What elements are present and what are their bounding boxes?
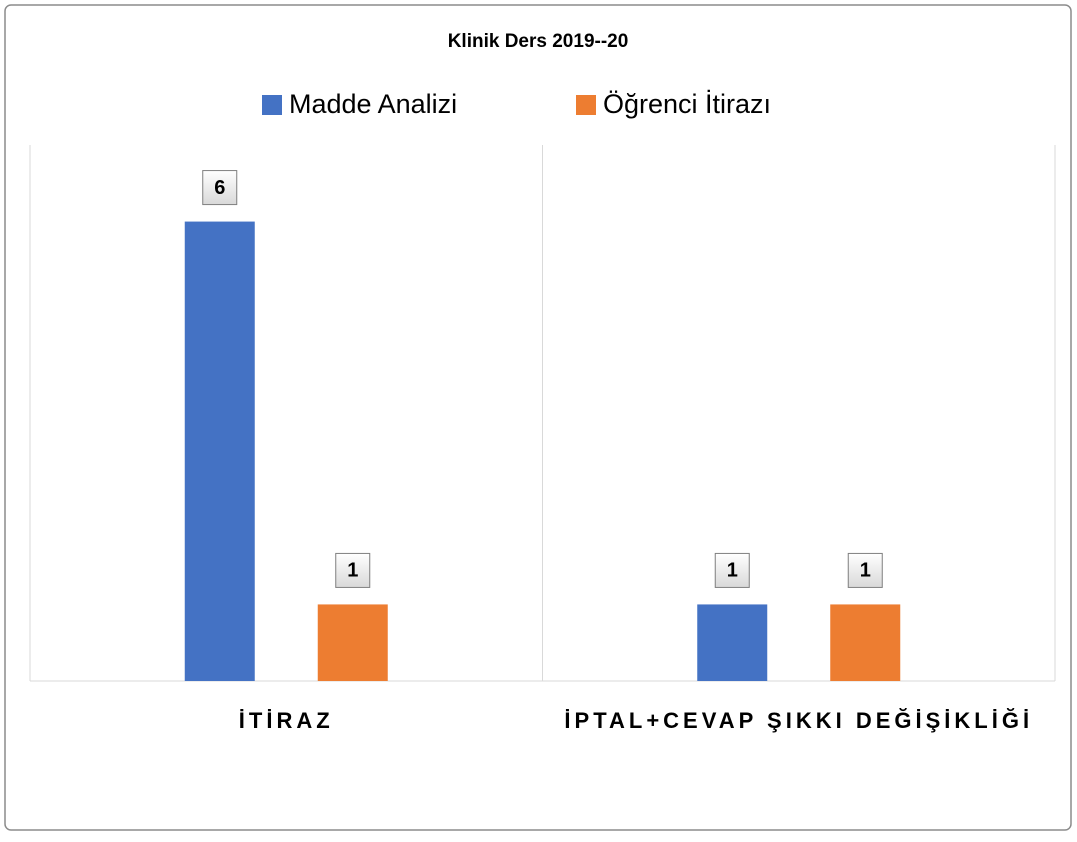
x-tick-label: İPTAL+CEVAP ŞIKKI DEĞİŞİKLİĞİ bbox=[564, 708, 1033, 733]
bar bbox=[184, 221, 255, 682]
data-label: 1 bbox=[727, 560, 738, 582]
data-label: 1 bbox=[347, 560, 358, 582]
legend-swatch bbox=[262, 95, 282, 115]
bar bbox=[317, 604, 388, 681]
legend-swatch bbox=[576, 95, 596, 115]
data-label-box bbox=[847, 552, 883, 588]
data-label-box bbox=[714, 552, 750, 588]
legend-label: Madde Analizi bbox=[289, 89, 457, 119]
legend-label: Öğrenci İtirazı bbox=[603, 88, 771, 119]
data-label-box bbox=[202, 170, 238, 206]
bar bbox=[697, 604, 768, 681]
chart-frame bbox=[4, 4, 1072, 831]
x-tick-label: İTİRAZ bbox=[239, 708, 334, 733]
data-label: 6 bbox=[214, 177, 225, 199]
data-label: 1 bbox=[860, 560, 871, 582]
data-label-box bbox=[335, 552, 371, 588]
chart-title: Klinik Ders 2019--20 bbox=[448, 31, 629, 52]
bar bbox=[830, 604, 901, 681]
